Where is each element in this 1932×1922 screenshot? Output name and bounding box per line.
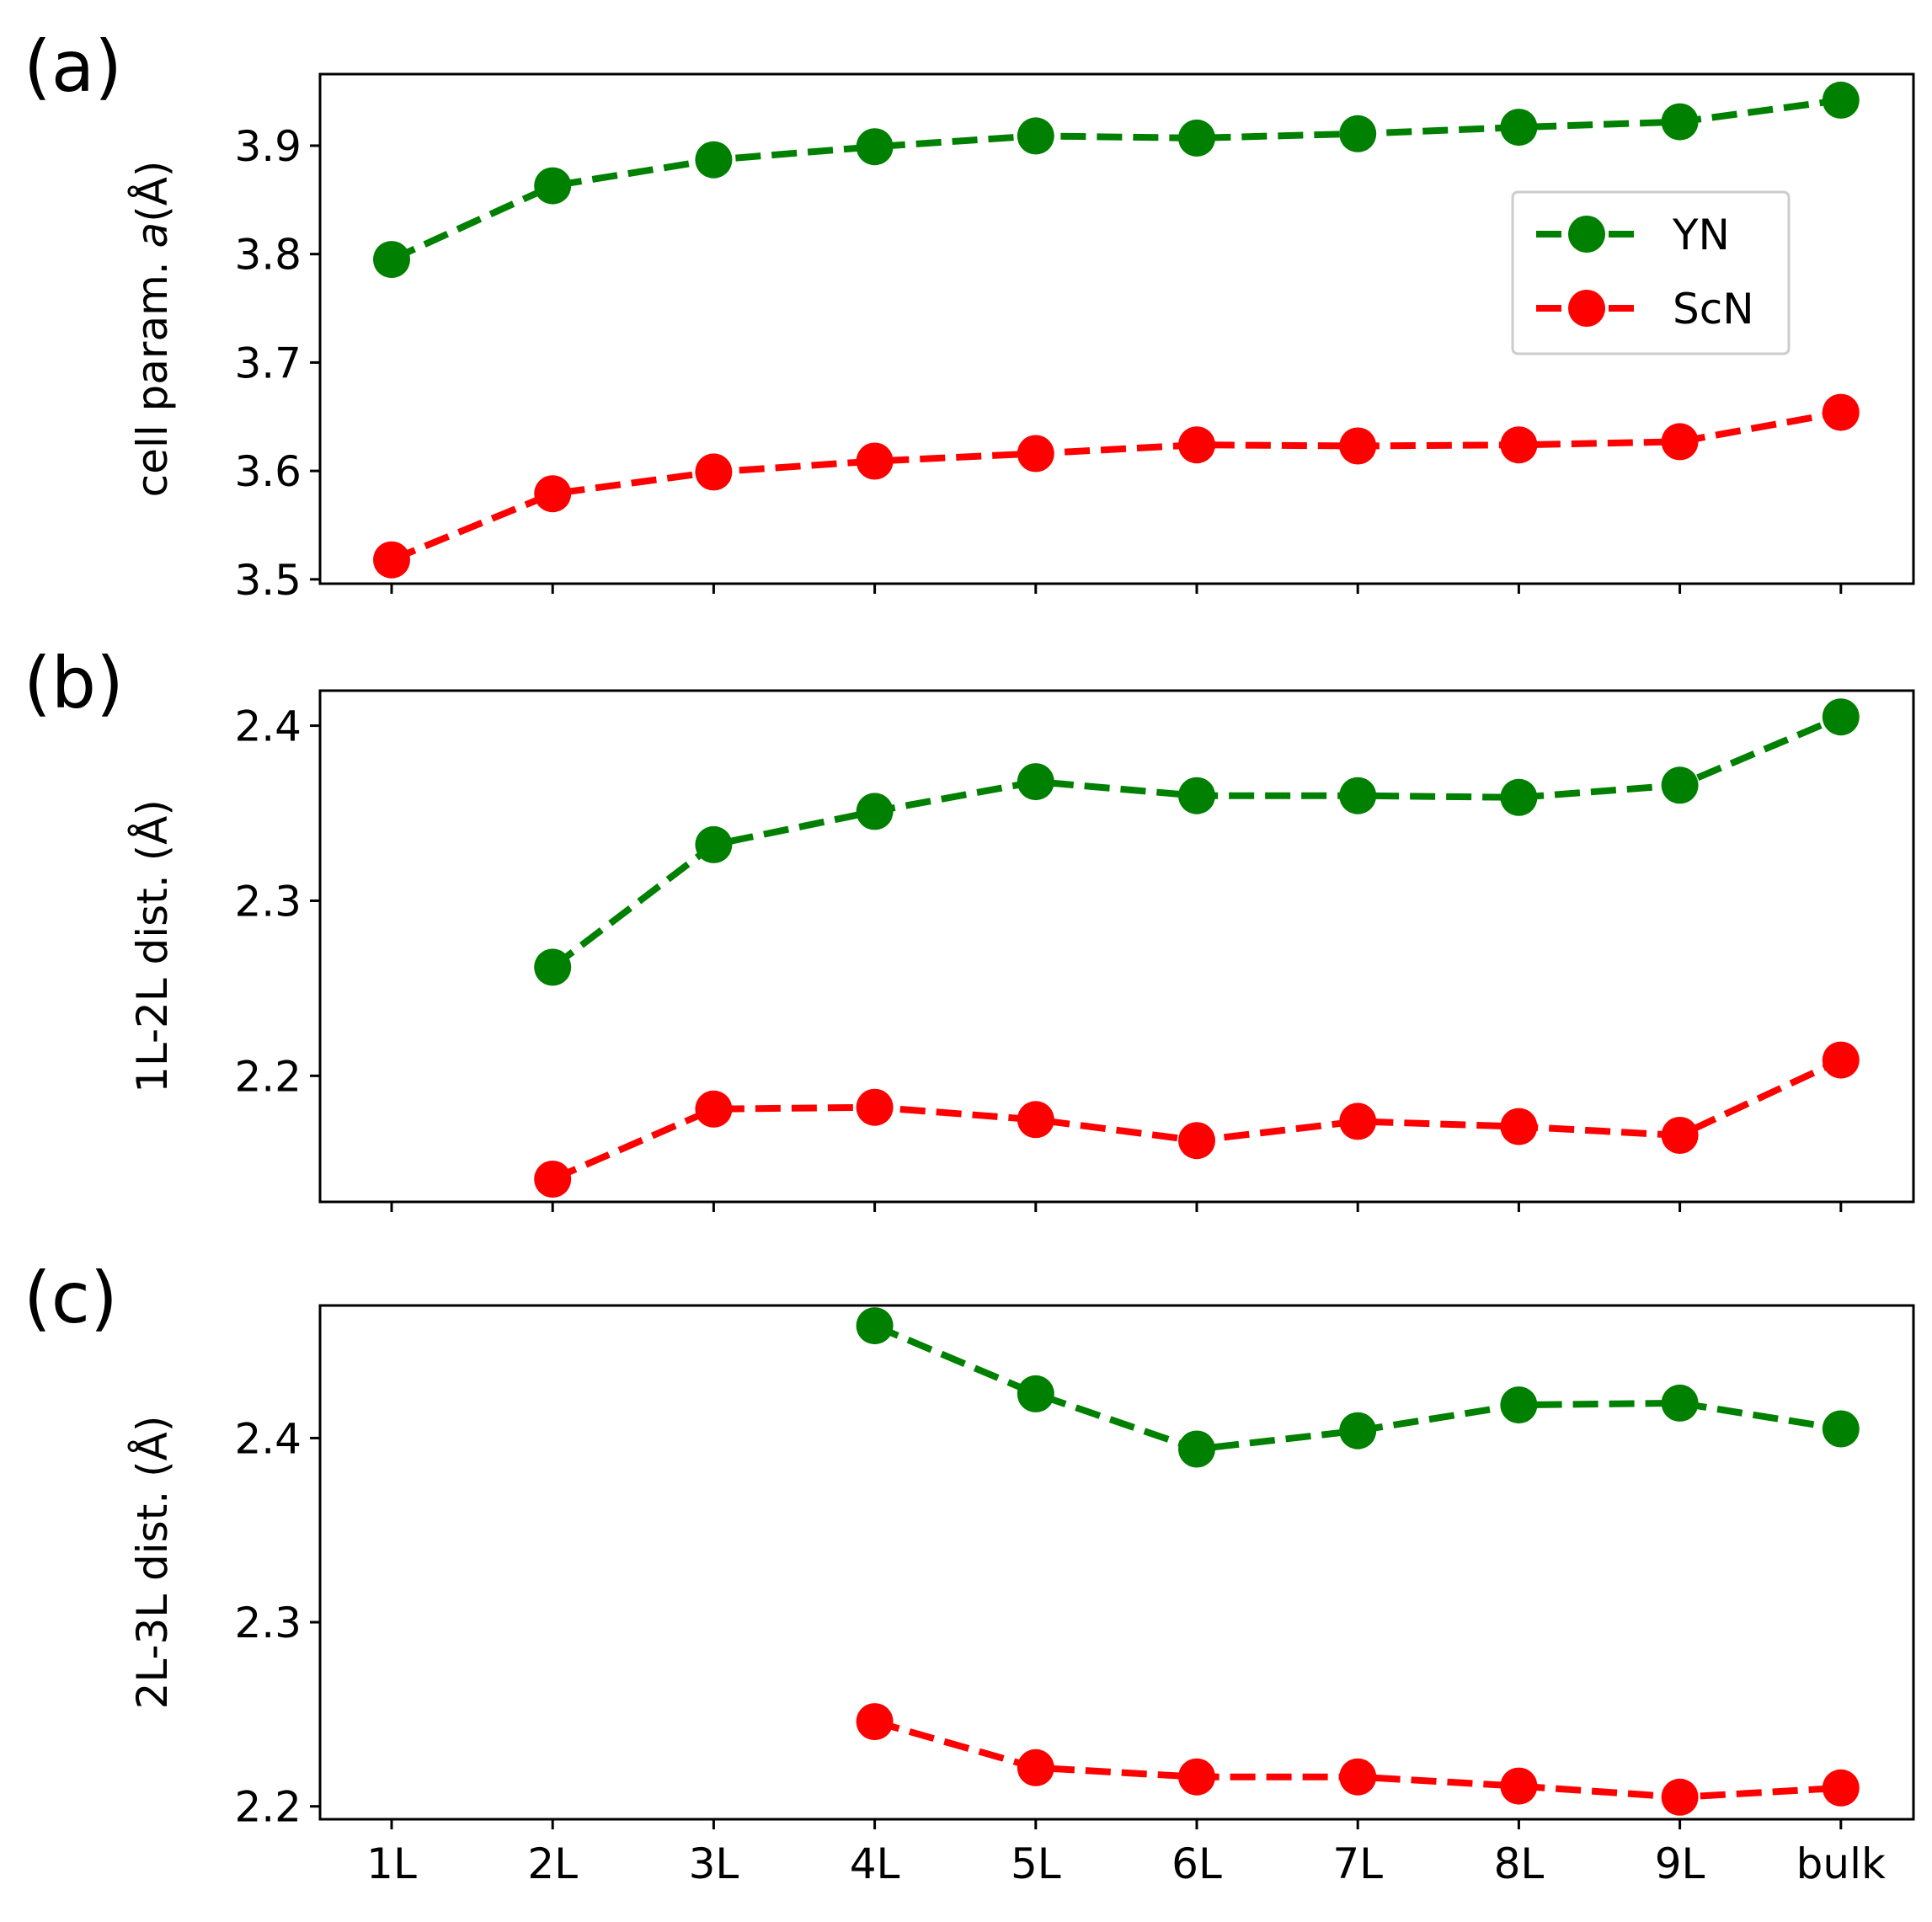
y-tick-label: 2.4 [234,702,302,751]
data-point-yn-9l [1661,766,1699,804]
data-point-yn-9l [1661,103,1699,141]
data-point-scn-6l [1178,1758,1215,1796]
y-tick-label: 3.7 [234,339,302,387]
series-line-yn [390,96,1842,263]
data-point-scn-1l [373,541,410,579]
data-point-yn-6l [1178,119,1215,157]
data-point-scn-9l [1661,1778,1699,1816]
data-point-scn-bulk [1822,1041,1860,1079]
data-point-yn-2l [534,948,572,986]
legend-label-yn: YN [1672,211,1730,259]
data-point-scn-6l [1178,1122,1215,1160]
data-point-yn-8l [1500,778,1538,816]
data-point-yn-bulk [1822,698,1860,736]
data-point-scn-9l [1661,423,1699,461]
y-axis-label: 1L-2L dist. (Å) [128,799,177,1093]
series-line-scn [390,408,1842,563]
data-point-scn-9l [1661,1117,1699,1154]
x-tick-label: 3L [689,1839,739,1888]
panel-a: 3.5 3.6 3.7 3.8 3.9 cell param. a(Å) (a) [24,25,1915,605]
data-point-yn-7l [1339,777,1377,814]
y-axis-label-suffix: (Å) [128,161,177,222]
data-point-scn-3l [695,1090,733,1128]
y-axis-label: cell param. a(Å) [128,161,177,498]
y-tick-label: 2.2 [234,1052,302,1101]
data-point-yn-bulk [1822,1410,1860,1448]
data-point-yn-9l [1661,1384,1699,1422]
data-point-yn-6l [1178,1430,1215,1468]
y-axis-label: 2L-3L dist. (Å) [128,1416,177,1710]
data-point-scn-4l [856,1088,894,1126]
y-axis-label-italic: a [128,222,177,248]
panel-label: (a) [24,25,122,108]
data-point-scn-8l [1500,426,1538,464]
series-line-scn [551,1056,1843,1183]
data-point-scn-7l [1339,1758,1377,1796]
data-point-yn-4l [856,793,894,830]
data-point-scn-2l [534,1161,572,1198]
data-point-scn-6l [1178,426,1215,464]
data-point-scn-3l [695,453,733,491]
data-point-yn-3l [695,825,733,863]
y-axis-label-prefix: cell param. [128,248,177,497]
panel-c: 2.2 2.3 2.4 1L 2L 3L 4L 5L 6L 7L 8L 9L bulk 2L-3L dis… [24,1257,1915,1888]
data-point-yn-4l [856,1307,894,1345]
panel-b: 2.2 2.3 2.4 1L-2L dist. (Å) (b) [24,642,1915,1212]
x-tick-label: 1L [366,1839,417,1888]
data-point-yn-5l [1017,117,1054,155]
y-tick-label: 2.3 [234,877,302,926]
data-point-scn-7l [1339,427,1377,465]
legend-swatch-yn-marker [1568,216,1605,253]
data-point-scn-7l [1339,1102,1377,1140]
y-tick-label: 3.9 [234,122,302,171]
data-point-yn-7l [1339,115,1377,152]
legend: YN ScN [1511,190,1791,355]
x-tick-label: 5L [1011,1839,1061,1888]
x-tick-label: 9L [1655,1839,1705,1888]
data-point-scn-bulk [1822,393,1860,431]
data-point-yn-5l [1017,1375,1054,1412]
data-point-yn-5l [1017,763,1054,801]
y-tick-label: 2.3 [234,1599,302,1647]
data-point-yn-2l [534,167,572,205]
data-point-scn-5l [1017,1748,1054,1786]
data-point-scn-4l [856,442,894,480]
legend-label-scn: ScN [1673,285,1754,334]
data-point-scn-5l [1017,435,1054,472]
y-tick-label: 2.2 [234,1783,302,1832]
data-point-yn-6l [1178,777,1215,814]
panel-label: (b) [24,642,124,724]
data-point-yn-8l [1500,1386,1538,1424]
x-tick-label: 7L [1332,1839,1383,1888]
data-point-scn-8l [1500,1108,1538,1145]
plot-frame [318,1304,1915,1821]
y-tick-label: 3.5 [234,556,302,605]
y-tick-label: 3.6 [234,447,302,496]
x-tick-label: 2L [527,1839,578,1888]
data-point-scn-5l [1017,1101,1054,1139]
panel-label: (c) [24,1257,118,1339]
data-point-scn-8l [1500,1767,1538,1805]
y-tick-label: 2.4 [234,1414,302,1463]
x-tick-label: 8L [1494,1839,1545,1888]
data-point-scn-2l [534,475,572,513]
data-point-yn-4l [856,128,894,166]
x-tick-label: 4L [850,1839,900,1888]
legend-swatch-scn-marker [1568,290,1605,327]
data-point-yn-3l [695,141,733,179]
y-tick-label: 3.8 [234,231,302,280]
plot-frame [318,689,1915,1204]
x-tick-label: bulk [1796,1839,1886,1888]
data-point-yn-1l [373,241,410,279]
x-tick-label: 6L [1171,1839,1222,1888]
data-point-yn-8l [1500,109,1538,147]
series-line-yn [550,713,1843,970]
data-point-scn-4l [856,1703,894,1741]
data-point-scn-bulk [1822,1769,1860,1807]
plot-frame [318,72,1915,585]
data-point-yn-bulk [1822,81,1860,119]
data-point-yn-7l [1339,1412,1377,1450]
